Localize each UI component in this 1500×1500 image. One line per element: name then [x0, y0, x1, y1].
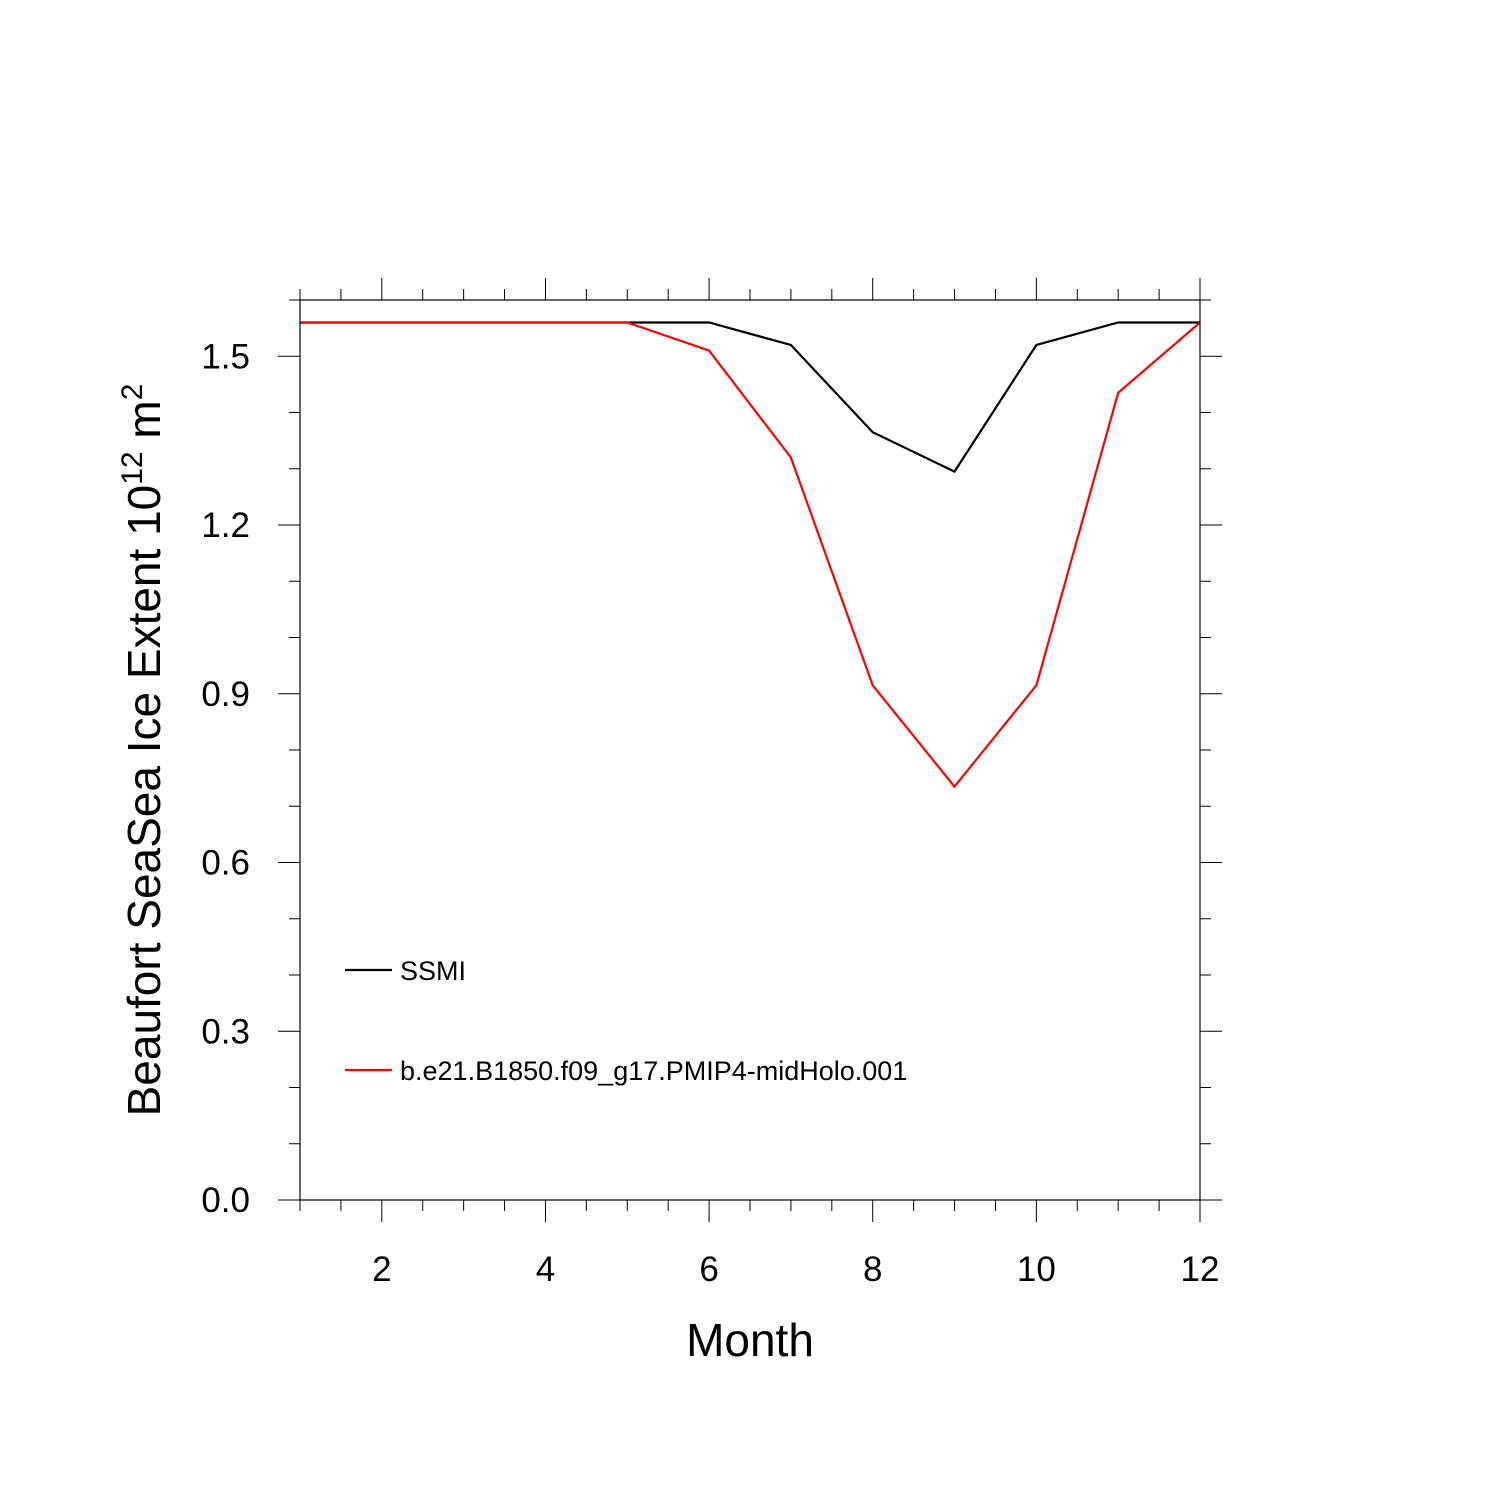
x-tick-label: 8 — [863, 1250, 882, 1289]
y-axis-title: Beaufort SeaSea Ice Extent 1012 m2 — [116, 384, 170, 1117]
y-tick-label: 0.6 — [201, 844, 250, 883]
y-tick-label: 0.3 — [201, 1012, 250, 1051]
x-axis-title: Month — [686, 1314, 814, 1366]
plot-frame — [299, 299, 1201, 1201]
legend-label: b.e21.B1850.f09_g17.PMIP4-midHolo.001 — [400, 1056, 907, 1086]
legend-label: SSMI — [400, 956, 466, 986]
y-axis-title-exponent: 12 — [116, 451, 149, 484]
x-tick-label: 2 — [372, 1250, 391, 1289]
y-tick-label: 0.0 — [201, 1181, 250, 1220]
y-axis-title-unit: m — [118, 400, 170, 451]
tick-labels: 2 4 6 8 10 12 0.0 0.3 0.6 0.9 1.2 1.5 — [201, 337, 1219, 1289]
y-axis-title-unit-exponent: 2 — [116, 384, 149, 401]
x-tick-label: 10 — [1017, 1250, 1056, 1289]
y-tick-label: 1.5 — [201, 337, 250, 376]
x-tick-label: 6 — [699, 1250, 718, 1289]
x-tick-label: 12 — [1181, 1250, 1220, 1289]
series-line-2 — [300, 321, 1201, 789]
x-tick-label: 4 — [536, 1250, 555, 1289]
y-tick-label: 1.2 — [201, 506, 250, 545]
data-series — [300, 321, 1201, 789]
y-axis-title-text: Beaufort SeaSea Ice Extent 10 — [118, 485, 170, 1117]
y-tick-label: 0.9 — [201, 675, 250, 714]
axis-ticks — [278, 278, 1222, 1222]
legend: SSMI b.e21.B1850.f09_g17.PMIP4-midHolo.00… — [345, 956, 907, 1086]
